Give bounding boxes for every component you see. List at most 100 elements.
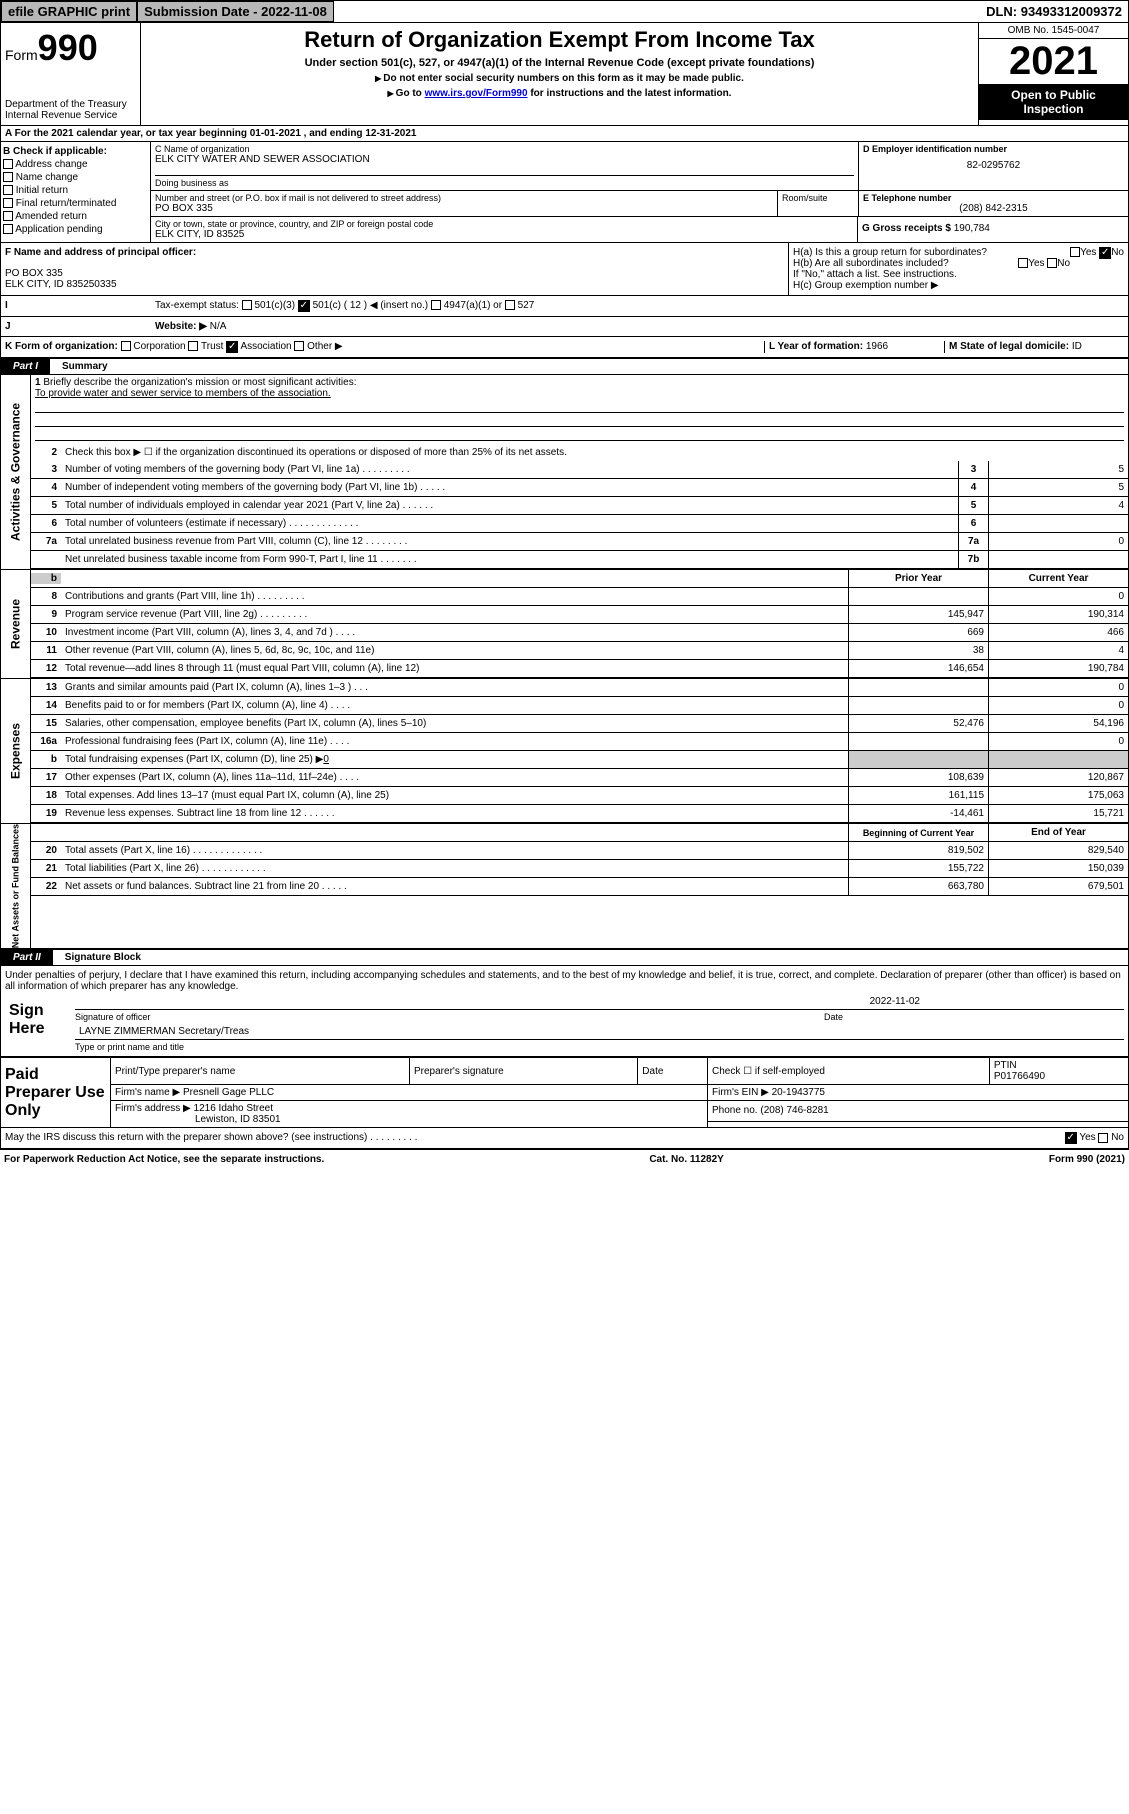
line-13: Grants and similar amounts paid (Part IX… <box>61 682 848 693</box>
date-label: Date <box>824 1012 1124 1022</box>
val-7b <box>988 551 1128 568</box>
line-12: Total revenue—add lines 8 through 11 (mu… <box>61 663 848 674</box>
sig-date-value: 2022-11-02 <box>870 996 920 1007</box>
line-9: Program service revenue (Part VIII, line… <box>61 609 848 620</box>
mission-text: To provide water and sewer service to me… <box>35 388 1124 399</box>
line-4: Number of independent voting members of … <box>61 482 958 493</box>
line-10: Investment income (Part VIII, column (A)… <box>61 627 848 638</box>
form-header: Form990 Department of the TreasuryIntern… <box>0 23 1129 126</box>
firm-addr1: 1216 Idaho Street <box>194 1103 274 1114</box>
part-1-header: Part I Summary <box>0 358 1129 375</box>
irs-link[interactable]: www.irs.gov/Form990 <box>425 88 528 99</box>
p13 <box>848 679 988 696</box>
form-title: Return of Organization Exempt From Incom… <box>145 27 974 53</box>
p17: 108,639 <box>848 769 988 786</box>
firm-name: Presnell Gage PLLC <box>183 1087 274 1098</box>
part-2-header: Part II Signature Block <box>0 949 1129 966</box>
p20: 819,502 <box>848 842 988 859</box>
tax-year: 2021 <box>979 39 1128 84</box>
c12: 190,784 <box>988 660 1128 677</box>
line-8: Contributions and grants (Part VIII, lin… <box>61 591 848 602</box>
p10: 669 <box>848 624 988 641</box>
line-22: Net assets or fund balances. Subtract li… <box>61 881 848 892</box>
instr-ssn: Do not enter social security numbers on … <box>145 73 974 84</box>
h-note: If "No," attach a list. See instructions… <box>793 269 1124 280</box>
omb-number: OMB No. 1545-0047 <box>979 23 1128 39</box>
tab-activities: Activities & Governance <box>1 375 31 569</box>
form-ref: Form 990 (2021) <box>1049 1154 1125 1165</box>
firm-ein: 20-1943775 <box>772 1087 825 1098</box>
city-value: ELK CITY, ID 83525 <box>155 229 853 240</box>
val-7a: 0 <box>988 533 1128 550</box>
c15: 54,196 <box>988 715 1128 732</box>
gross-receipts-value: 190,784 <box>954 223 990 234</box>
p8 <box>848 588 988 605</box>
line-5: Total number of individuals employed in … <box>61 500 958 511</box>
h-b: H(b) Are all subordinates included? Yes … <box>793 258 1124 269</box>
line-18: Total expenses. Add lines 13–17 (must eq… <box>61 790 848 801</box>
cat-no: Cat. No. 11282Y <box>649 1154 723 1165</box>
c16a: 0 <box>988 733 1128 750</box>
open-inspection: Open to Public Inspection <box>979 84 1128 120</box>
row-a-period: A For the 2021 calendar year, or tax yea… <box>0 126 1129 142</box>
p22: 663,780 <box>848 878 988 895</box>
footer: For Paperwork Reduction Act Notice, see … <box>0 1149 1129 1169</box>
hdr-prior: Prior Year <box>848 570 988 587</box>
section-b: B Check if applicable: Address change Na… <box>1 142 151 242</box>
efile-print-button[interactable]: efile GRAPHIC print <box>1 1 137 22</box>
officer-addr1: PO BOX 335 <box>5 268 784 279</box>
sig-officer-label: Signature of officer <box>75 1012 824 1022</box>
firm-addr2: Lewiston, ID 83501 <box>195 1114 281 1125</box>
c22: 679,501 <box>988 878 1128 895</box>
officer-name: LAYNE ZIMMERMAN Secretary/Treas <box>75 1024 1124 1040</box>
line-11: Other revenue (Part VIII, column (A), li… <box>61 645 848 656</box>
line-2: Check this box ▶ ☐ if the organization d… <box>61 447 1128 458</box>
dba-label: Doing business as <box>155 175 854 188</box>
line-1-label: Briefly describe the organization's miss… <box>43 377 356 388</box>
val-3: 5 <box>988 461 1128 478</box>
c11: 4 <box>988 642 1128 659</box>
h-a: H(a) Is this a group return for subordin… <box>793 247 1124 258</box>
p16a <box>848 733 988 750</box>
line-19: Revenue less expenses. Subtract line 18 … <box>61 808 848 819</box>
c19: 15,721 <box>988 805 1128 822</box>
name-title-label: Type or print name and title <box>75 1042 1124 1052</box>
hdr-beg: Beginning of Current Year <box>848 824 988 841</box>
form-subtitle: Under section 501(c), 527, or 4947(a)(1)… <box>145 57 974 69</box>
officer-label: F Name and address of principal officer: <box>5 247 784 258</box>
p21: 155,722 <box>848 860 988 877</box>
c18: 175,063 <box>988 787 1128 804</box>
c17: 120,867 <box>988 769 1128 786</box>
p19: -14,461 <box>848 805 988 822</box>
c8: 0 <box>988 588 1128 605</box>
c9: 190,314 <box>988 606 1128 623</box>
line-6: Total number of volunteers (estimate if … <box>61 518 958 529</box>
c10: 466 <box>988 624 1128 641</box>
sign-here-label: Sign Here <box>5 992 75 1052</box>
line-14: Benefits paid to or for members (Part IX… <box>61 700 848 711</box>
phone-value: (208) 842-2315 <box>863 203 1124 214</box>
p11: 38 <box>848 642 988 659</box>
p9: 145,947 <box>848 606 988 623</box>
preparer-table: Paid Preparer Use Only Print/Type prepar… <box>0 1057 1129 1128</box>
line-17: Other expenses (Part IX, column (A), lin… <box>61 772 848 783</box>
val-5: 4 <box>988 497 1128 514</box>
year-formation: L Year of formation: 1966 <box>764 341 944 353</box>
c14: 0 <box>988 697 1128 714</box>
c20: 829,540 <box>988 842 1128 859</box>
addr-label: Number and street (or P.O. box if mail i… <box>155 193 773 203</box>
c13: 0 <box>988 679 1128 696</box>
room-label: Room/suite <box>778 191 858 216</box>
tab-netassets: Net Assets or Fund Balances <box>1 824 31 948</box>
declaration: Under penalties of perjury, I declare th… <box>5 970 1124 992</box>
dept: Department of the TreasuryInternal Reven… <box>5 99 136 121</box>
officer-addr2: ELK CITY, ID 835250335 <box>5 279 784 290</box>
tab-revenue: Revenue <box>1 570 31 678</box>
h-c: H(c) Group exemption number ▶ <box>793 280 1124 291</box>
line-16b: Total fundraising expenses (Part IX, col… <box>61 754 848 765</box>
p15: 52,476 <box>848 715 988 732</box>
line-21: Total liabilities (Part X, line 26) . . … <box>61 863 848 874</box>
line-3: Number of voting members of the governin… <box>61 464 958 475</box>
ein-value: 82-0295762 <box>863 160 1124 171</box>
hdr-end: End of Year <box>988 824 1128 841</box>
